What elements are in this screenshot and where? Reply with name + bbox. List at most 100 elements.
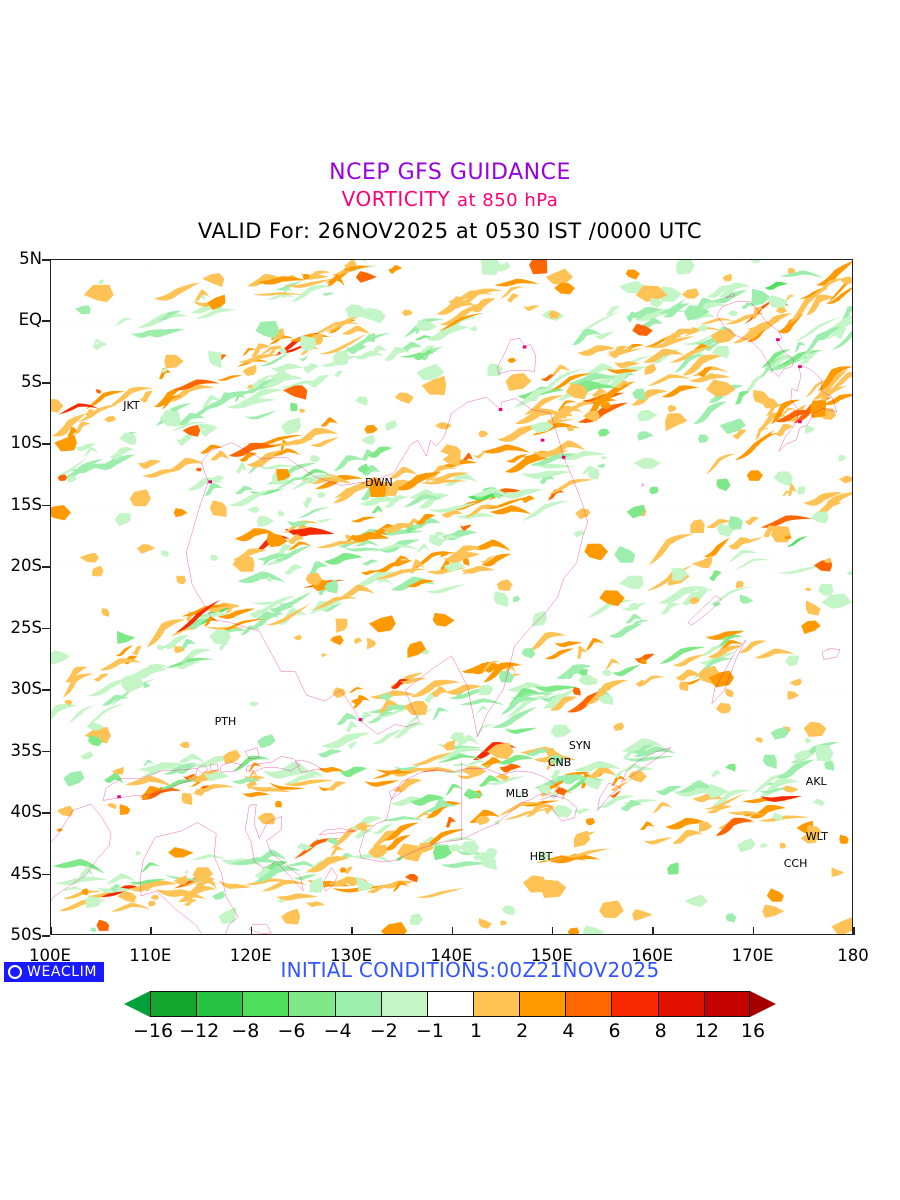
vorticity-blob bbox=[812, 798, 825, 807]
vorticity-streak bbox=[252, 434, 303, 447]
vorticity-streak bbox=[557, 400, 577, 412]
vorticity-streak bbox=[585, 679, 629, 705]
vorticity-streak bbox=[403, 494, 444, 508]
vorticity-streak bbox=[445, 783, 464, 796]
vorticity-streak bbox=[163, 763, 198, 775]
vorticity-streak bbox=[140, 786, 162, 800]
y-axis-tick-label: 15S bbox=[10, 494, 42, 514]
vorticity-streak bbox=[127, 879, 178, 892]
map-canvas bbox=[51, 260, 852, 934]
vorticity-blob bbox=[807, 824, 822, 839]
vorticity-blob bbox=[810, 511, 829, 524]
vorticity-streak bbox=[550, 400, 599, 424]
vorticity-streak bbox=[796, 349, 815, 361]
vorticity-blob bbox=[355, 396, 369, 406]
vorticity-blob bbox=[773, 471, 793, 487]
vorticity-streak bbox=[609, 789, 621, 798]
vorticity-streak bbox=[328, 319, 356, 334]
colorbar-tick-label: 1 bbox=[470, 1020, 483, 1042]
vorticity-streak bbox=[692, 658, 735, 680]
vorticity-blob bbox=[737, 838, 756, 853]
vorticity-blob bbox=[540, 879, 567, 898]
vorticity-streak bbox=[179, 639, 197, 651]
vorticity-streak bbox=[712, 289, 748, 304]
vorticity-streak bbox=[481, 444, 531, 454]
vorticity-blob bbox=[194, 787, 205, 796]
vorticity-streak bbox=[643, 348, 684, 363]
vorticity-streak bbox=[551, 364, 571, 376]
vorticity-blob bbox=[698, 434, 709, 443]
vorticity-streak bbox=[544, 805, 555, 815]
vorticity-streak bbox=[332, 483, 380, 504]
vorticity-streak bbox=[550, 440, 586, 453]
vorticity-streak bbox=[173, 379, 220, 391]
vorticity-streak bbox=[343, 547, 386, 552]
initial-conditions-value: INITIAL CONDITIONS:00Z21NOV2025 bbox=[280, 958, 660, 982]
vorticity-blob bbox=[575, 508, 591, 520]
vorticity-streak bbox=[383, 834, 411, 851]
vorticity-streak bbox=[548, 489, 565, 500]
vorticity-blob bbox=[317, 491, 326, 498]
vorticity-streak bbox=[655, 785, 683, 796]
vorticity-blob bbox=[101, 608, 110, 617]
vorticity-streak bbox=[144, 328, 185, 338]
vorticity-streak bbox=[830, 371, 852, 390]
city-label-hbt: HBT bbox=[529, 849, 553, 863]
vorticity-blob bbox=[119, 804, 131, 815]
vorticity-blob bbox=[487, 363, 504, 377]
vorticity-blob bbox=[783, 535, 792, 540]
colorbar-tick-label: 8 bbox=[654, 1020, 667, 1042]
y-axis-tick-label: 5S bbox=[21, 371, 42, 391]
vorticity-streak bbox=[747, 321, 771, 332]
vorticity-streak bbox=[326, 781, 347, 791]
vorticity-blob bbox=[266, 531, 288, 548]
vorticity-streak bbox=[814, 278, 847, 295]
city-marker-dot bbox=[798, 365, 802, 369]
vorticity-blob bbox=[805, 425, 816, 434]
vorticity-streak bbox=[190, 778, 214, 788]
vorticity-streak bbox=[411, 679, 461, 698]
vorticity-streak bbox=[520, 746, 568, 761]
colorbar-tick-label: 4 bbox=[562, 1020, 575, 1042]
vorticity-blob bbox=[164, 354, 184, 369]
vorticity-streak bbox=[334, 486, 361, 498]
vorticity-blob bbox=[257, 734, 276, 749]
vorticity-streak bbox=[407, 579, 436, 588]
vorticity-streak bbox=[706, 453, 736, 475]
vorticity-streak bbox=[441, 508, 463, 518]
vorticity-streak bbox=[506, 695, 551, 718]
vorticity-streak bbox=[155, 889, 207, 900]
vorticity-streak bbox=[529, 453, 582, 466]
vorticity-blob bbox=[179, 741, 190, 748]
vorticity-streak bbox=[181, 423, 219, 440]
vorticity-streak bbox=[375, 568, 427, 580]
vorticity-blob bbox=[277, 898, 285, 903]
vorticity-blob bbox=[368, 844, 387, 859]
weaclim-label: WEACLIM bbox=[27, 964, 98, 980]
vorticity-streak bbox=[375, 769, 415, 774]
vorticity-streak bbox=[302, 497, 313, 509]
vorticity-streak bbox=[310, 437, 340, 448]
colorbar-cell bbox=[288, 991, 335, 1017]
vorticity-streak bbox=[128, 878, 167, 885]
vorticity-blob bbox=[361, 434, 376, 445]
coastline-group bbox=[51, 293, 840, 934]
vorticity-streak bbox=[228, 442, 275, 457]
vorticity-blob bbox=[232, 555, 255, 573]
colorbar-tick-label: −16 bbox=[132, 1020, 174, 1042]
vorticity-streak bbox=[162, 634, 189, 649]
vorticity-streak bbox=[374, 559, 404, 573]
vorticity-streak bbox=[756, 432, 778, 444]
vorticity-blob bbox=[537, 784, 551, 795]
vorticity-blob bbox=[478, 917, 493, 929]
weaclim-logo[interactable]: WEACLIM bbox=[4, 962, 105, 982]
vorticity-streak bbox=[520, 470, 573, 479]
vorticity-blob bbox=[114, 513, 131, 527]
vorticity-blob bbox=[831, 917, 852, 934]
vorticity-streak bbox=[140, 764, 187, 778]
vorticity-blob bbox=[116, 630, 136, 645]
vorticity-streak bbox=[190, 303, 230, 314]
vorticity-streak bbox=[85, 409, 94, 417]
vorticity-streak bbox=[595, 764, 617, 778]
vorticity-streak bbox=[572, 328, 602, 346]
